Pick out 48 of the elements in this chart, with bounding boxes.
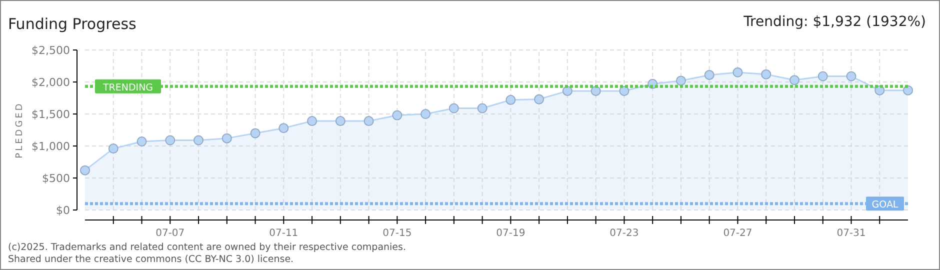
point [108, 144, 118, 154]
y-tick-label: $2,500 [32, 44, 70, 57]
point [732, 67, 743, 78]
point [761, 69, 772, 80]
ref-line-label: TRENDING [102, 82, 154, 94]
y-tick-label: $1,000 [32, 140, 70, 153]
point [420, 109, 431, 119]
point [165, 135, 176, 146]
x-tick-label: 07-11 [269, 228, 298, 239]
point [194, 135, 204, 146]
point [676, 76, 686, 86]
point [477, 103, 488, 114]
text: (c)2025. Trademarks and related content are owned by their respective companies. [8, 242, 406, 253]
point [534, 94, 544, 104]
x-tick-label: 07-27 [723, 228, 752, 239]
point [704, 70, 714, 80]
y-axis-title: PLEDGED [15, 102, 25, 158]
y-tick-label: $500 [42, 172, 70, 185]
point [392, 110, 402, 120]
point [448, 103, 459, 114]
text: Trending: $1,932 (1932%) [742, 14, 926, 30]
y-tick-label: $0 [56, 204, 70, 217]
point [903, 85, 913, 96]
y-tick-label: $1,500 [32, 108, 70, 121]
text: Shared under the creative commons (CC BY-NC 3.0) license. [8, 254, 294, 265]
point [590, 86, 601, 96]
point [818, 71, 828, 82]
point [562, 86, 572, 96]
point [846, 71, 856, 82]
point [335, 116, 346, 126]
point [80, 165, 90, 176]
x-tick-label: 07-31 [836, 228, 866, 239]
point [364, 116, 374, 126]
y-tick-label: $2,000 [32, 76, 70, 89]
point [789, 75, 800, 86]
ref-line-label: GOAL [872, 200, 899, 211]
point [506, 94, 516, 105]
x-tick-label: 07-15 [382, 228, 412, 239]
point [619, 86, 630, 96]
point [136, 136, 147, 147]
x-tick-label: 07-07 [156, 228, 185, 239]
x-tick-label: 07-23 [610, 228, 639, 239]
point [222, 133, 232, 144]
point [250, 128, 260, 138]
point [307, 116, 318, 126]
x-tick-label: 07-19 [496, 228, 526, 239]
point [278, 123, 289, 134]
chart-title: Funding Progress [8, 15, 137, 33]
